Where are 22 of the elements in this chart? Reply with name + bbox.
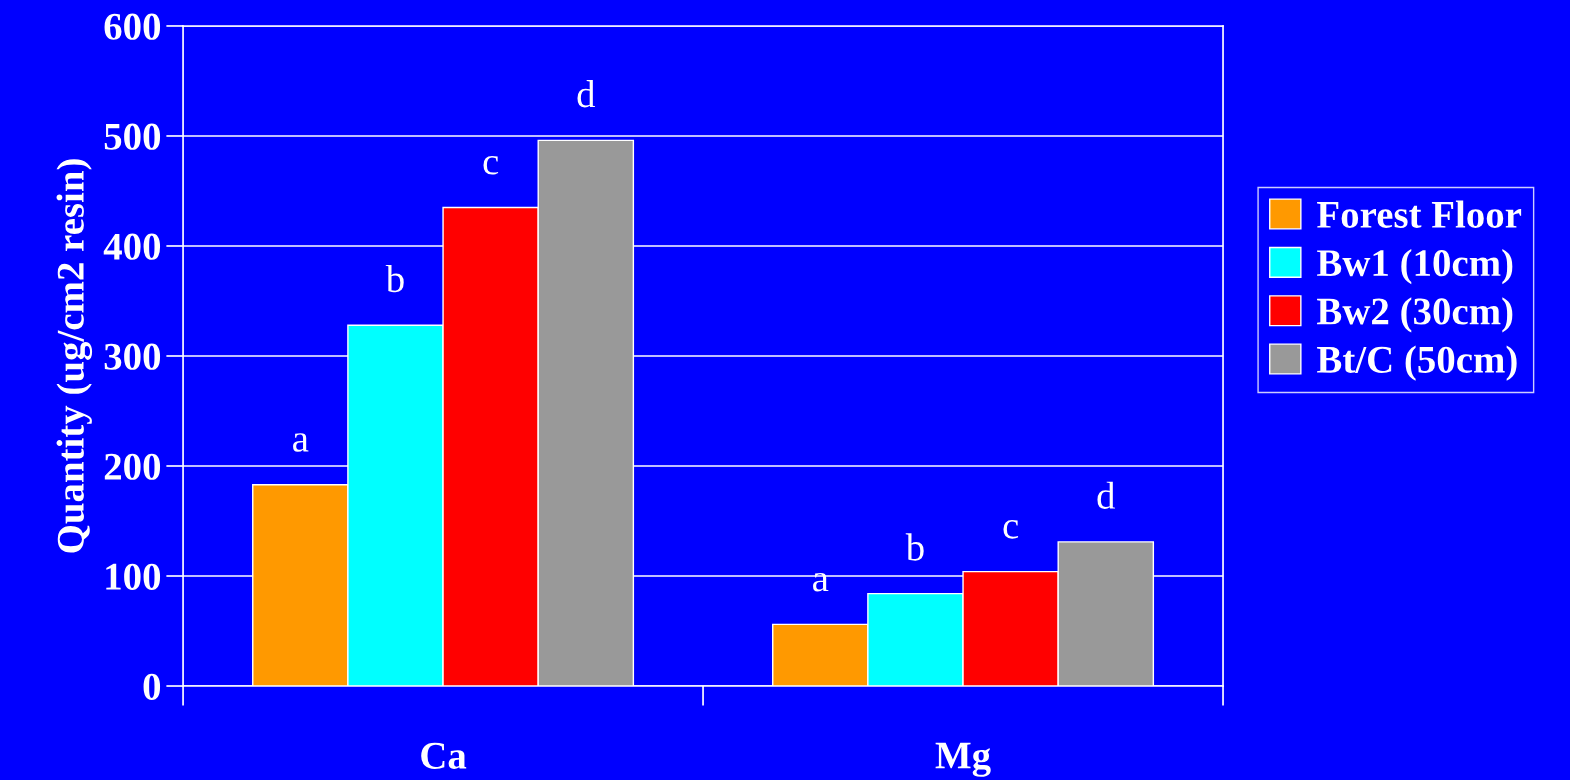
legend-label: Bw1 (10cm) <box>1317 248 1513 285</box>
y-tick-label: 300 <box>104 343 161 370</box>
x-tick-label: Ca <box>421 742 467 769</box>
y-tick-label: 0 <box>143 673 161 700</box>
legend-label: Bt/C (50cm) <box>1317 345 1517 381</box>
y-tick-label: 200 <box>104 453 161 480</box>
x-tick-label: Mg <box>935 742 991 777</box>
y-tick-label: 500 <box>104 123 161 150</box>
data-label: d <box>577 80 596 108</box>
y-tick-label: 600 <box>104 13 161 40</box>
data-label: d <box>1097 481 1116 509</box>
y-tick-label: 100 <box>106 563 161 590</box>
y-tick-label: 400 <box>103 233 161 260</box>
data-label: c <box>1003 520 1019 539</box>
data-label: a <box>813 572 829 592</box>
data-label: b <box>385 264 404 293</box>
data-label: a <box>293 433 309 452</box>
y-axis-title: Quantity (ug/cm2 resin) <box>56 159 93 553</box>
legend-label: Bw2 (30cm) <box>1317 297 1513 333</box>
data-label: b <box>905 533 924 561</box>
legend-label: Forest Floor <box>1317 200 1522 228</box>
data-label: c <box>483 155 499 175</box>
